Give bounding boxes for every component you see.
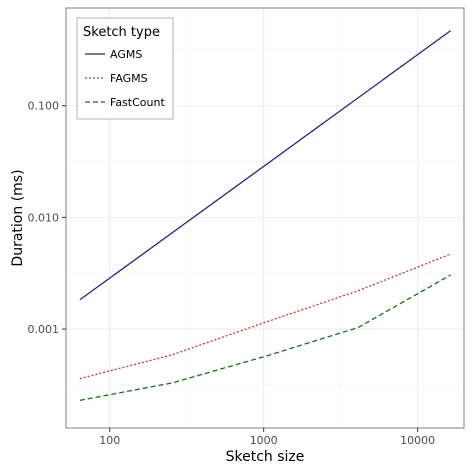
legend-title: Sketch type (83, 25, 160, 40)
x-axis-title: Sketch size (226, 449, 305, 465)
y-tick-label: 0.100 (28, 100, 60, 113)
x-tick-label: 1000 (250, 434, 278, 447)
y-tick-label: 0.010 (28, 211, 60, 224)
x-tick-label: 10000 (400, 434, 435, 447)
legend-label-fastcount: FastCount (110, 96, 165, 109)
series-line-agms (79, 30, 452, 301)
legend-label-fagms: FAGMS (110, 72, 148, 85)
series-lines (79, 30, 452, 401)
axis-ticks: 100 1000 10000 0.001 0.010 0.100 (28, 100, 436, 447)
plot-panel-border (65, 7, 465, 429)
y-tick-label: 0.001 (28, 323, 60, 336)
y-axis-title: Duration (ms) (10, 169, 26, 266)
series-line-fagms (79, 253, 451, 380)
series-line-fastcount (79, 274, 451, 401)
legend-label-agms: AGMS (110, 48, 142, 61)
x-tick-label: 100 (99, 434, 120, 447)
legend: Sketch type AGMS FAGMS FastCount (76, 17, 174, 120)
